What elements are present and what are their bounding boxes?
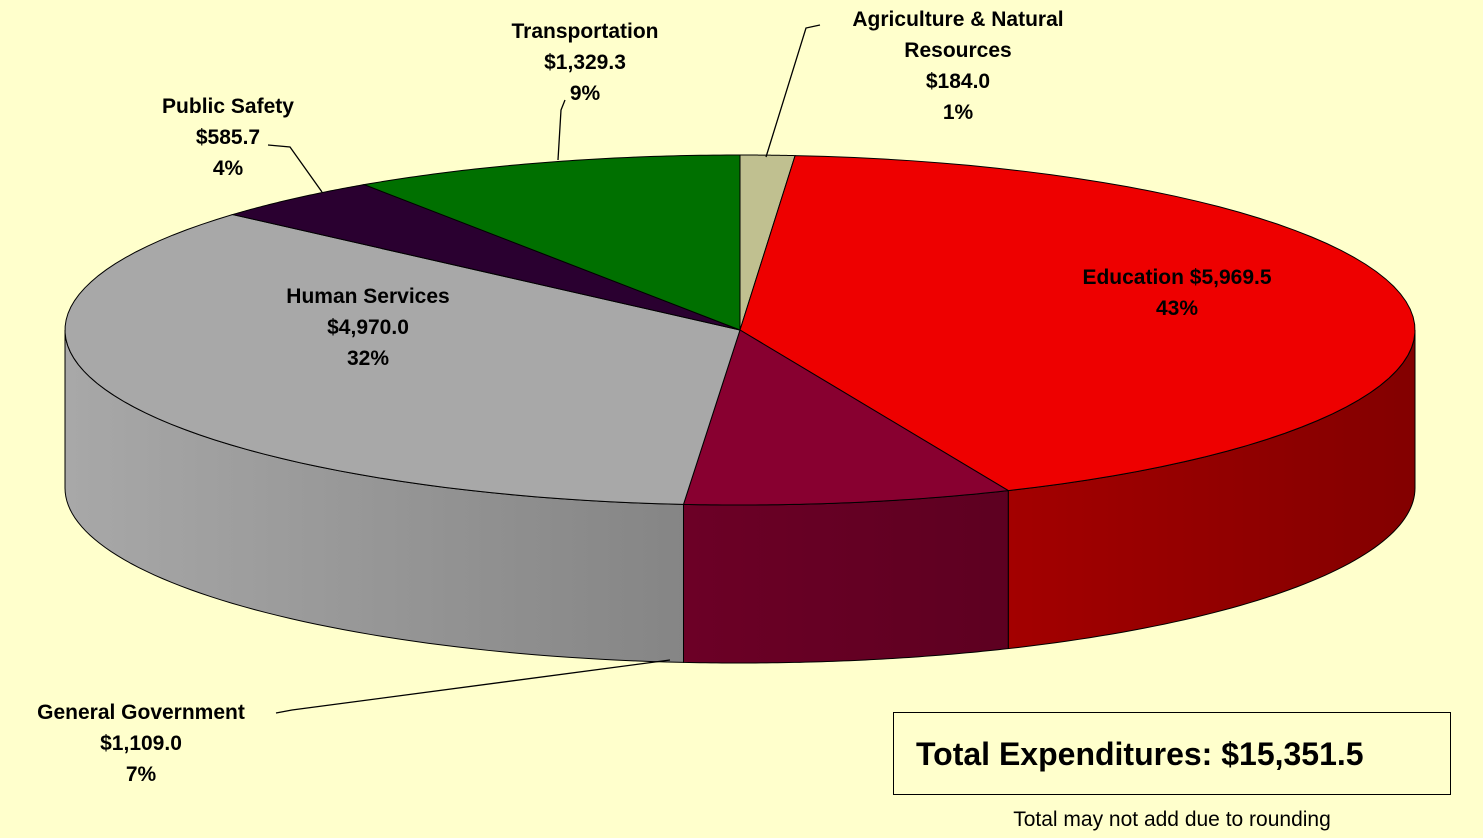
value-label: $5,969.5	[1189, 266, 1272, 289]
percent-label: 43%	[1155, 297, 1199, 320]
value-label: $1,109.0	[100, 732, 182, 755]
slice	[362, 154, 741, 331]
footnote: Total may not add due to rounding	[1013, 808, 1331, 831]
percent-label: 7%	[125, 763, 157, 786]
category-name: Transportation	[511, 20, 659, 43]
category-name: Agriculture & Natural Resources	[852, 8, 1064, 62]
total-box: Total Expenditures: $15,351.5	[893, 712, 1451, 795]
slice	[230, 184, 741, 331]
category-name: Human Services	[286, 285, 450, 308]
percent-label: 4%	[212, 157, 244, 180]
value-label: $184.0	[925, 70, 991, 93]
slice	[739, 155, 1416, 492]
category-name: Education	[1082, 266, 1184, 289]
slice-label: Public Safety $585.7 4%	[103, 91, 353, 184]
slice-side	[682, 490, 1009, 664]
slice-label: Human Services $4,970.0 32%	[218, 281, 518, 374]
slice-label: General Government $1,109.0 7%	[0, 697, 291, 790]
slice-label: Agriculture & Natural Resources $184.0 1%	[808, 4, 1108, 128]
category-name: General Government	[37, 701, 245, 724]
leader-line	[557, 99, 566, 161]
leader-line	[267, 144, 323, 193]
leader-line	[275, 659, 671, 714]
percent-label: 9%	[569, 82, 601, 105]
label-line: Education $5,969.5	[977, 262, 1377, 293]
leader-line	[765, 24, 821, 158]
category-name: Public Safety	[162, 95, 294, 118]
slice	[682, 329, 1010, 506]
percent-label: 1%	[942, 101, 974, 124]
value-label: $585.7	[195, 126, 261, 149]
value-label: $4,970.0	[327, 316, 409, 339]
percent-label: 32%	[346, 347, 390, 370]
slice	[64, 214, 741, 505]
slice-label: Transportation $1,329.3 9%	[460, 16, 710, 109]
value-label: $1,329.3	[544, 51, 626, 74]
slice-label: Education $5,969.5 43%	[977, 262, 1377, 324]
